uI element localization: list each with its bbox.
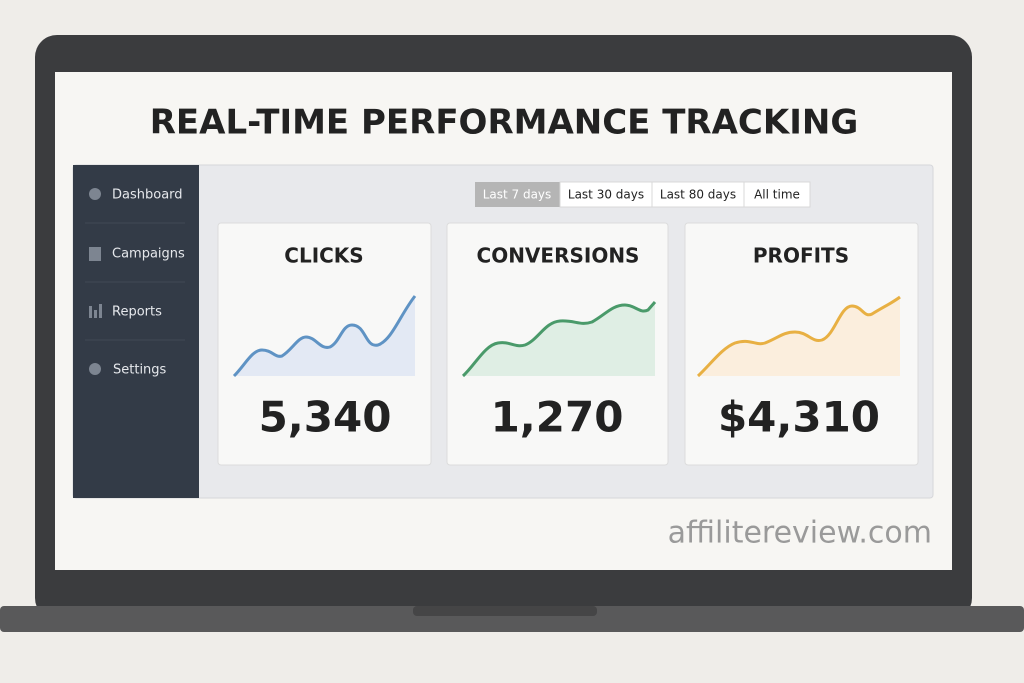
nav-item[interactable]: Reports [112,305,162,320]
filter-label[interactable]: Last 7 days [483,188,552,202]
card-title: CONVERSIONS [477,244,640,268]
page-title: REAL-TIME PERFORMANCE TRACKING [150,103,859,143]
laptop-notch [413,606,597,616]
nav-item[interactable]: Dashboard [112,188,183,203]
sparkline [232,295,417,378]
icon-dashboard [89,188,101,200]
icon-reports [99,304,102,318]
sparkline-area [463,302,655,376]
card-value: 1,270 [491,393,624,442]
card-title: PROFITS [753,244,849,268]
filter-label[interactable]: All time [754,188,800,202]
filter-label[interactable]: Last 30 days [568,188,644,202]
sparkline [696,295,901,378]
card-value: $4,310 [718,393,880,442]
card [217,222,432,466]
filter-group[interactable] [559,181,811,208]
nav-item[interactable]: Campaigns [112,247,185,262]
sidebar-icons [89,188,102,375]
laptop-base [0,606,1024,632]
card-title: CLICKS [284,244,363,268]
sparkline-area [234,296,415,376]
filter-label[interactable]: Last 80 days [660,188,736,202]
sidebar-separators [85,222,185,341]
filter-button-active[interactable] [475,182,560,207]
icon-campaigns [89,247,101,261]
icon-reports [89,306,92,318]
sparkline [461,301,657,378]
icon-settings [89,363,101,375]
icon-reports [94,310,97,318]
nav-item[interactable]: Settings [113,363,167,378]
sidebar [73,165,199,498]
watermark: affilitereview.com [668,516,932,551]
card-value: 5,340 [259,393,392,442]
sparkline-area [698,297,900,376]
